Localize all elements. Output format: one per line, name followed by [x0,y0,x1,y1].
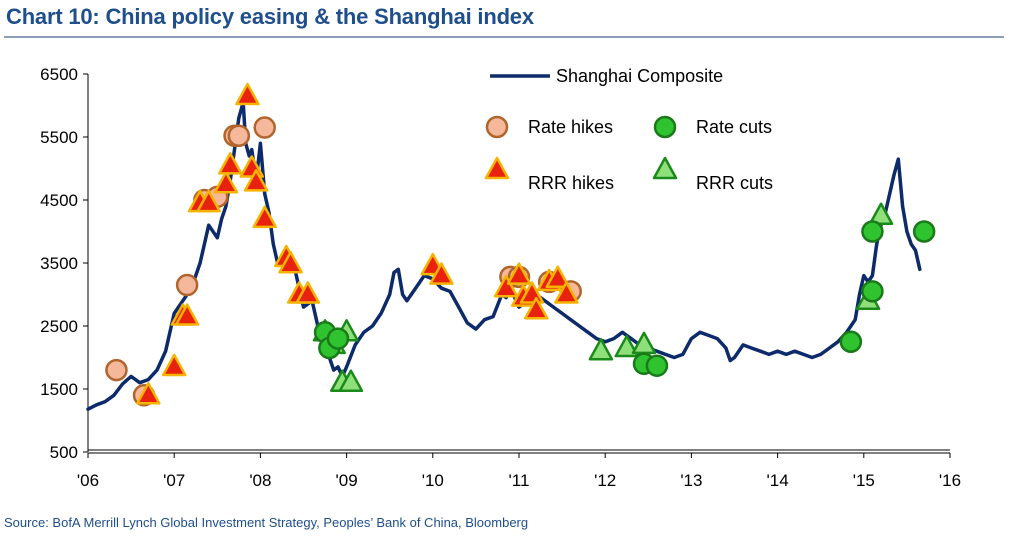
rrr-cut-marker [614,334,639,358]
y-tick-label: 2500 [40,317,78,336]
legend-label-rrr-hikes: RRR hikes [528,173,614,193]
rate-cut-marker [326,327,350,350]
x-tick-label: '08 [249,471,271,490]
chart: 500 1500 2500 3500 4500 5500 6500 '06 '07 '08 '09 '… [40,65,961,490]
rate-cut-marker [839,330,863,353]
rrr-hike-marker [213,171,239,194]
rrr-hike-marker [217,152,243,175]
rate-cut-marker [645,354,669,377]
title-divider [4,36,1004,38]
rrr-cut-marker [588,337,614,361]
marker-layer [105,82,936,407]
legend-rate-hikes-swatch [485,115,509,139]
rrr-hike-marker [161,353,187,377]
rrr-hike-marker [545,265,571,288]
rate-cut-marker [912,220,936,243]
rrr-hike-marker [506,262,532,285]
legend-rate-cuts-swatch [653,115,677,139]
line-layer [86,100,922,411]
chart-axes: 500 1500 2500 3500 4500 5500 6500 '06 '07 '08 '09 '… [40,65,961,490]
rate-hike-marker [227,124,251,147]
rrr-cut-marker [868,202,894,225]
rrr-hike-marker [252,205,277,229]
rrr-hike-marker [295,281,321,304]
rrr-hike-marker [196,189,221,213]
rrr-hike-marker [235,82,260,106]
rrr-hike-marker [429,262,454,285]
rate-cut-marker [861,280,884,303]
rrr-hike-marker [554,281,579,304]
legend-label-rate-hikes: Rate hikes [528,117,613,137]
x-tick-label: '14 [767,471,789,490]
rrr-hike-marker [174,303,200,326]
rate-hike-marker [253,116,276,139]
y-tick-label: 500 [50,443,78,462]
rrr-hike-marker [136,382,161,405]
x-tick-label: '11 [509,471,530,490]
rate-cut-marker [861,220,884,243]
rate-hike-marker [175,273,199,297]
rrr-hike-marker [519,281,545,304]
series-line-shanghai-composite [86,100,922,411]
y-tick-label: 3500 [40,254,78,273]
x-tick-label: '07 [163,471,185,490]
y-tick-label: 6500 [40,65,78,84]
x-tick-label: '15 [853,471,875,490]
rrr-hike-marker [493,274,519,298]
source-note: Source: BofA Merrill Lynch Global Invest… [4,515,529,530]
x-tick-label: '06 [77,471,99,490]
legend-label-rrr-cuts: RRR cuts [696,173,773,193]
chart-title: Chart 10: China policy easing & the Shan… [6,4,534,29]
x-tick-label: '13 [680,471,702,490]
y-tick-label: 1500 [40,380,78,399]
rrr-hike-marker [243,169,269,192]
x-tick-label: '16 [939,471,961,490]
rrr-hike-marker [278,251,303,274]
x-tick-label: '09 [336,471,358,490]
y-tick-label: 4500 [40,191,78,210]
rrr-hike-marker [523,297,549,320]
legend-label-rate-cuts: Rate cuts [696,117,772,137]
chart-legend: Shanghai Composite Rate hikes Rate cuts RRR… [484,66,773,193]
rate-hike-marker [105,358,128,382]
y-tick-label: 5500 [40,128,78,147]
x-tick-label: '10 [422,471,444,490]
x-tick-label: '12 [594,471,616,490]
rrr-cut-marker [338,369,364,392]
legend-rrr-hikes-swatch [484,156,510,180]
legend-rrr-cuts-swatch [652,156,678,180]
legend-label-shanghai: Shanghai Composite [556,66,723,86]
